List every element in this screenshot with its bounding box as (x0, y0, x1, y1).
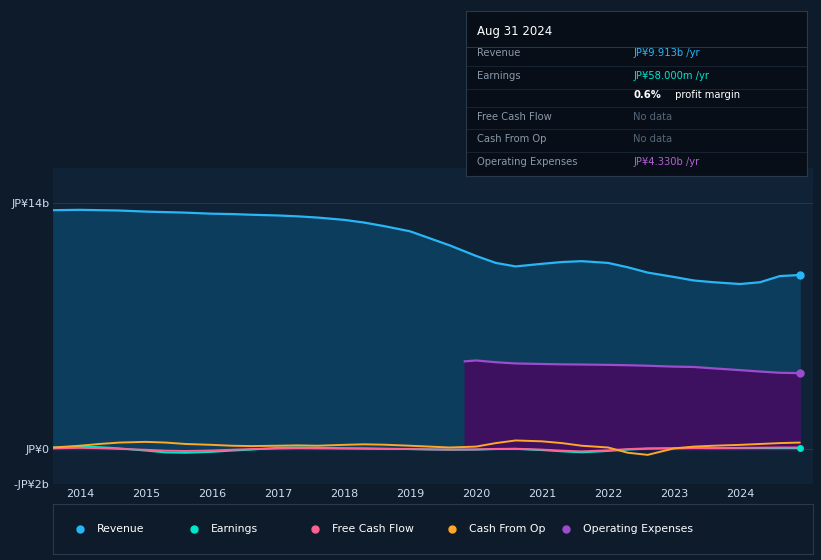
Text: Revenue: Revenue (97, 524, 144, 534)
Text: Earnings: Earnings (210, 524, 258, 534)
Text: Aug 31 2024: Aug 31 2024 (476, 25, 552, 38)
Text: Operating Expenses: Operating Expenses (583, 524, 693, 534)
Text: JP¥4.330b /yr: JP¥4.330b /yr (633, 157, 699, 166)
Text: Free Cash Flow: Free Cash Flow (332, 524, 414, 534)
Text: No data: No data (633, 112, 672, 122)
Text: profit margin: profit margin (672, 90, 741, 100)
Text: Earnings: Earnings (476, 72, 521, 81)
Text: Operating Expenses: Operating Expenses (476, 157, 577, 166)
Text: 0.6%: 0.6% (633, 90, 661, 100)
Text: JP¥58.000m /yr: JP¥58.000m /yr (633, 72, 709, 81)
Text: Cash From Op: Cash From Op (469, 524, 545, 534)
Text: Cash From Op: Cash From Op (476, 134, 546, 144)
Text: Free Cash Flow: Free Cash Flow (476, 112, 551, 122)
Text: No data: No data (633, 134, 672, 144)
Text: Revenue: Revenue (476, 48, 520, 58)
Text: JP¥9.913b /yr: JP¥9.913b /yr (633, 48, 700, 58)
